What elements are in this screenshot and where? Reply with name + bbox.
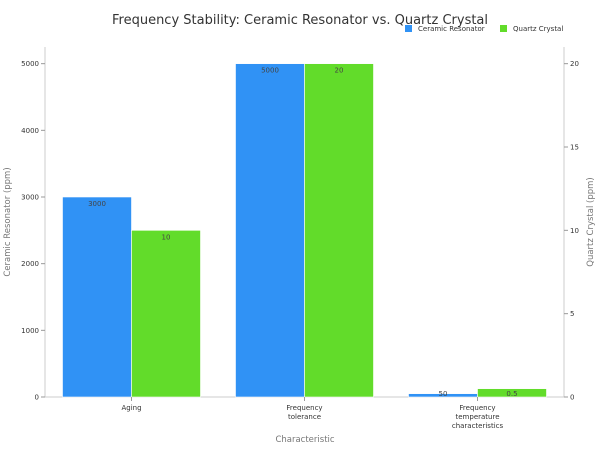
- data-label: 50: [439, 390, 448, 398]
- x-tick-label-line: Frequency: [286, 404, 322, 412]
- chart-title: Frequency Stability: Ceramic Resonator v…: [112, 13, 488, 28]
- x-axis-label: Characteristic: [275, 435, 334, 445]
- y-right-tick-label: 5: [570, 310, 574, 318]
- y-left-axis-label: Ceramic Resonator (ppm): [3, 167, 13, 276]
- data-label: 5000: [261, 67, 279, 75]
- y-left-tick-label: 5000: [21, 60, 39, 68]
- x-tick-label-line: Frequency: [459, 404, 495, 412]
- x-tick-label: Aging: [121, 404, 141, 412]
- data-label: 10: [162, 233, 171, 241]
- x-tick-label-line: tolerance: [288, 413, 321, 421]
- y-left-tick-label: 1000: [21, 327, 39, 335]
- bar-ceramic-resonator: [62, 196, 132, 398]
- legend-label: Ceramic Resonator: [418, 25, 485, 33]
- bar-quartz-crystal: [304, 63, 374, 398]
- y-right-axis-label: Quartz Crystal (ppm): [586, 177, 596, 266]
- x-tick-label: Frequency temperature characteristics: [452, 404, 504, 430]
- y-left-tick-label: 4000: [21, 127, 39, 135]
- y-right-tick-label: 15: [570, 144, 579, 152]
- x-tick-label-line: Aging: [121, 404, 141, 412]
- data-labels: 3000 10 5000 20 50 0.5: [88, 67, 517, 398]
- legend-label: Quartz Crystal: [513, 25, 563, 33]
- y-left-tick-label: 3000: [21, 194, 39, 202]
- x-tick-label-line: characteristics: [452, 422, 504, 430]
- y-left-tick-label: 2000: [21, 260, 39, 268]
- bars: [62, 63, 547, 398]
- bar-ceramic-resonator: [235, 63, 305, 398]
- data-label: 3000: [88, 200, 106, 208]
- y-right-tick-label: 0: [570, 394, 574, 402]
- legend: Ceramic Resonator Quartz Crystal: [405, 25, 563, 33]
- bar-quartz-crystal: [131, 230, 201, 398]
- x-tick-label: Frequency tolerance: [286, 404, 322, 421]
- bar-quartz-crystal: [477, 388, 547, 398]
- y-left-tick-label: 0: [35, 394, 39, 402]
- data-label: 20: [335, 67, 344, 75]
- legend-swatch: [500, 25, 507, 32]
- y-right-tick-label: 10: [570, 227, 579, 235]
- x-tick-label-line: temperature: [456, 413, 500, 421]
- legend-swatch: [405, 25, 412, 32]
- y-right-tick-label: 20: [570, 60, 579, 68]
- data-label: 0.5: [506, 390, 517, 398]
